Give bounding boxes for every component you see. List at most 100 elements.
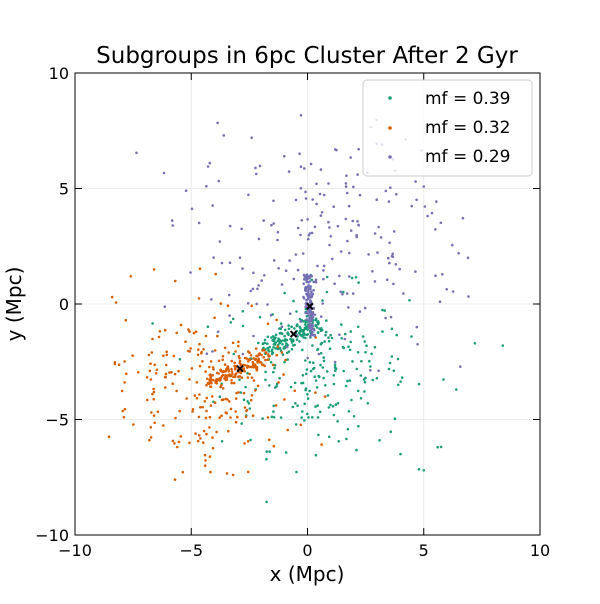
data-point — [327, 339, 331, 343]
data-point — [156, 410, 160, 414]
data-point — [302, 273, 306, 277]
data-point — [256, 287, 259, 291]
data-point — [227, 351, 230, 354]
data-point — [251, 287, 255, 291]
data-point — [365, 344, 368, 348]
data-point — [357, 281, 360, 284]
data-point — [197, 348, 200, 351]
data-point — [342, 290, 345, 294]
data-point — [234, 410, 237, 413]
data-point — [328, 243, 331, 247]
data-point — [323, 395, 327, 398]
data-point — [283, 398, 286, 401]
data-point — [201, 360, 204, 363]
data-point — [263, 274, 266, 277]
data-point — [266, 346, 270, 350]
data-point — [215, 430, 218, 434]
data-point — [272, 259, 276, 262]
data-point — [240, 422, 243, 425]
data-point — [376, 251, 379, 254]
data-point — [123, 381, 126, 384]
data-point — [326, 394, 330, 397]
data-point — [414, 180, 417, 183]
series-1 — [107, 267, 327, 481]
data-point — [222, 134, 226, 137]
data-point — [356, 351, 360, 354]
data-point — [314, 379, 318, 382]
data-point — [314, 405, 317, 408]
data-point — [152, 390, 156, 394]
data-point — [265, 457, 268, 461]
data-point — [333, 282, 336, 286]
data-point — [363, 390, 366, 393]
data-point — [417, 382, 421, 386]
data-point — [295, 470, 298, 474]
data-point — [218, 416, 221, 419]
data-point — [246, 371, 249, 375]
data-point — [306, 218, 309, 221]
data-point — [294, 423, 298, 426]
axis-ticks: −10 −5 0 5 10 −10 −5 0 5 10 — [35, 64, 550, 560]
data-point — [320, 211, 324, 214]
data-point — [344, 185, 348, 188]
data-point — [205, 409, 208, 413]
data-point — [320, 443, 323, 446]
data-point — [321, 366, 325, 369]
data-point — [269, 361, 273, 364]
data-point — [197, 221, 201, 225]
data-point — [317, 374, 321, 378]
data-point — [211, 374, 215, 377]
data-point — [298, 317, 302, 321]
data-point — [332, 374, 336, 377]
data-point — [261, 342, 265, 345]
data-point — [204, 334, 208, 338]
data-point — [184, 189, 188, 192]
data-point — [256, 361, 260, 364]
data-point — [258, 164, 262, 168]
data-point — [311, 321, 314, 325]
data-point — [264, 370, 267, 374]
data-point — [257, 237, 261, 241]
data-point — [377, 369, 380, 373]
data-point — [107, 435, 111, 439]
data-point — [379, 236, 383, 239]
data-point — [243, 369, 246, 373]
data-point — [208, 415, 212, 419]
data-point — [291, 405, 295, 409]
data-point — [254, 166, 257, 170]
data-point — [262, 219, 266, 222]
data-point — [174, 279, 177, 283]
data-point — [179, 323, 183, 327]
data-point — [228, 224, 232, 228]
data-point — [149, 426, 153, 429]
data-point — [358, 193, 362, 197]
data-point — [287, 327, 291, 331]
data-point — [317, 352, 321, 356]
legend-box — [362, 79, 533, 177]
data-point — [231, 317, 235, 321]
data-point — [307, 416, 310, 419]
data-point — [205, 432, 208, 436]
data-point — [291, 344, 295, 347]
data-point — [250, 136, 253, 139]
data-point — [348, 348, 352, 352]
data-point — [315, 386, 319, 389]
data-point — [455, 388, 458, 391]
data-point — [238, 256, 242, 260]
data-point — [304, 372, 308, 376]
data-point — [233, 361, 236, 365]
data-point — [328, 347, 332, 351]
data-point — [131, 354, 134, 357]
data-point — [229, 416, 232, 419]
data-point — [304, 387, 308, 390]
data-point — [209, 373, 212, 376]
data-point — [309, 162, 313, 166]
data-point — [285, 343, 289, 346]
data-point — [246, 440, 250, 443]
data-point — [150, 351, 154, 354]
data-point — [204, 416, 208, 420]
data-point — [422, 185, 426, 188]
data-point — [153, 363, 156, 367]
